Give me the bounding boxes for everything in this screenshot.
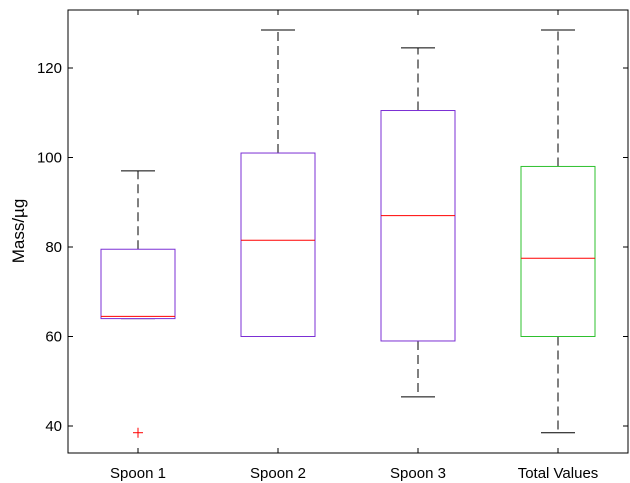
box-0	[100, 170, 176, 438]
iqr-box-0	[100, 248, 176, 320]
y-tick-label-120: 120	[37, 60, 62, 77]
y-tick-label-60: 60	[45, 329, 62, 346]
x-tick-label-3: Total Values	[518, 465, 599, 482]
outlier-0-0	[133, 427, 143, 438]
y-tick-label-40: 40	[45, 418, 62, 435]
y-tick-label-80: 80	[45, 239, 62, 256]
x-tick-label-2: Spoon 3	[390, 465, 446, 482]
plot-area	[100, 29, 596, 438]
box-3	[520, 29, 596, 434]
box-2	[380, 47, 456, 398]
x-tick-label-0: Spoon 1	[110, 465, 166, 482]
box-1	[240, 29, 316, 337]
y-tick-label-100: 100	[37, 150, 62, 167]
plot-frame	[67, 9, 629, 454]
x-tick-label-1: Spoon 2	[250, 465, 306, 482]
y-axis-label: Mass/µg	[9, 199, 28, 264]
iqr-box-1	[240, 152, 316, 337]
iqr-box-2	[380, 110, 456, 342]
axes: 40 60 80 100 120 Spoon 1 Spoon 2 Spoon 3 Total V…	[37, 9, 629, 482]
iqr-box-3	[520, 165, 596, 337]
